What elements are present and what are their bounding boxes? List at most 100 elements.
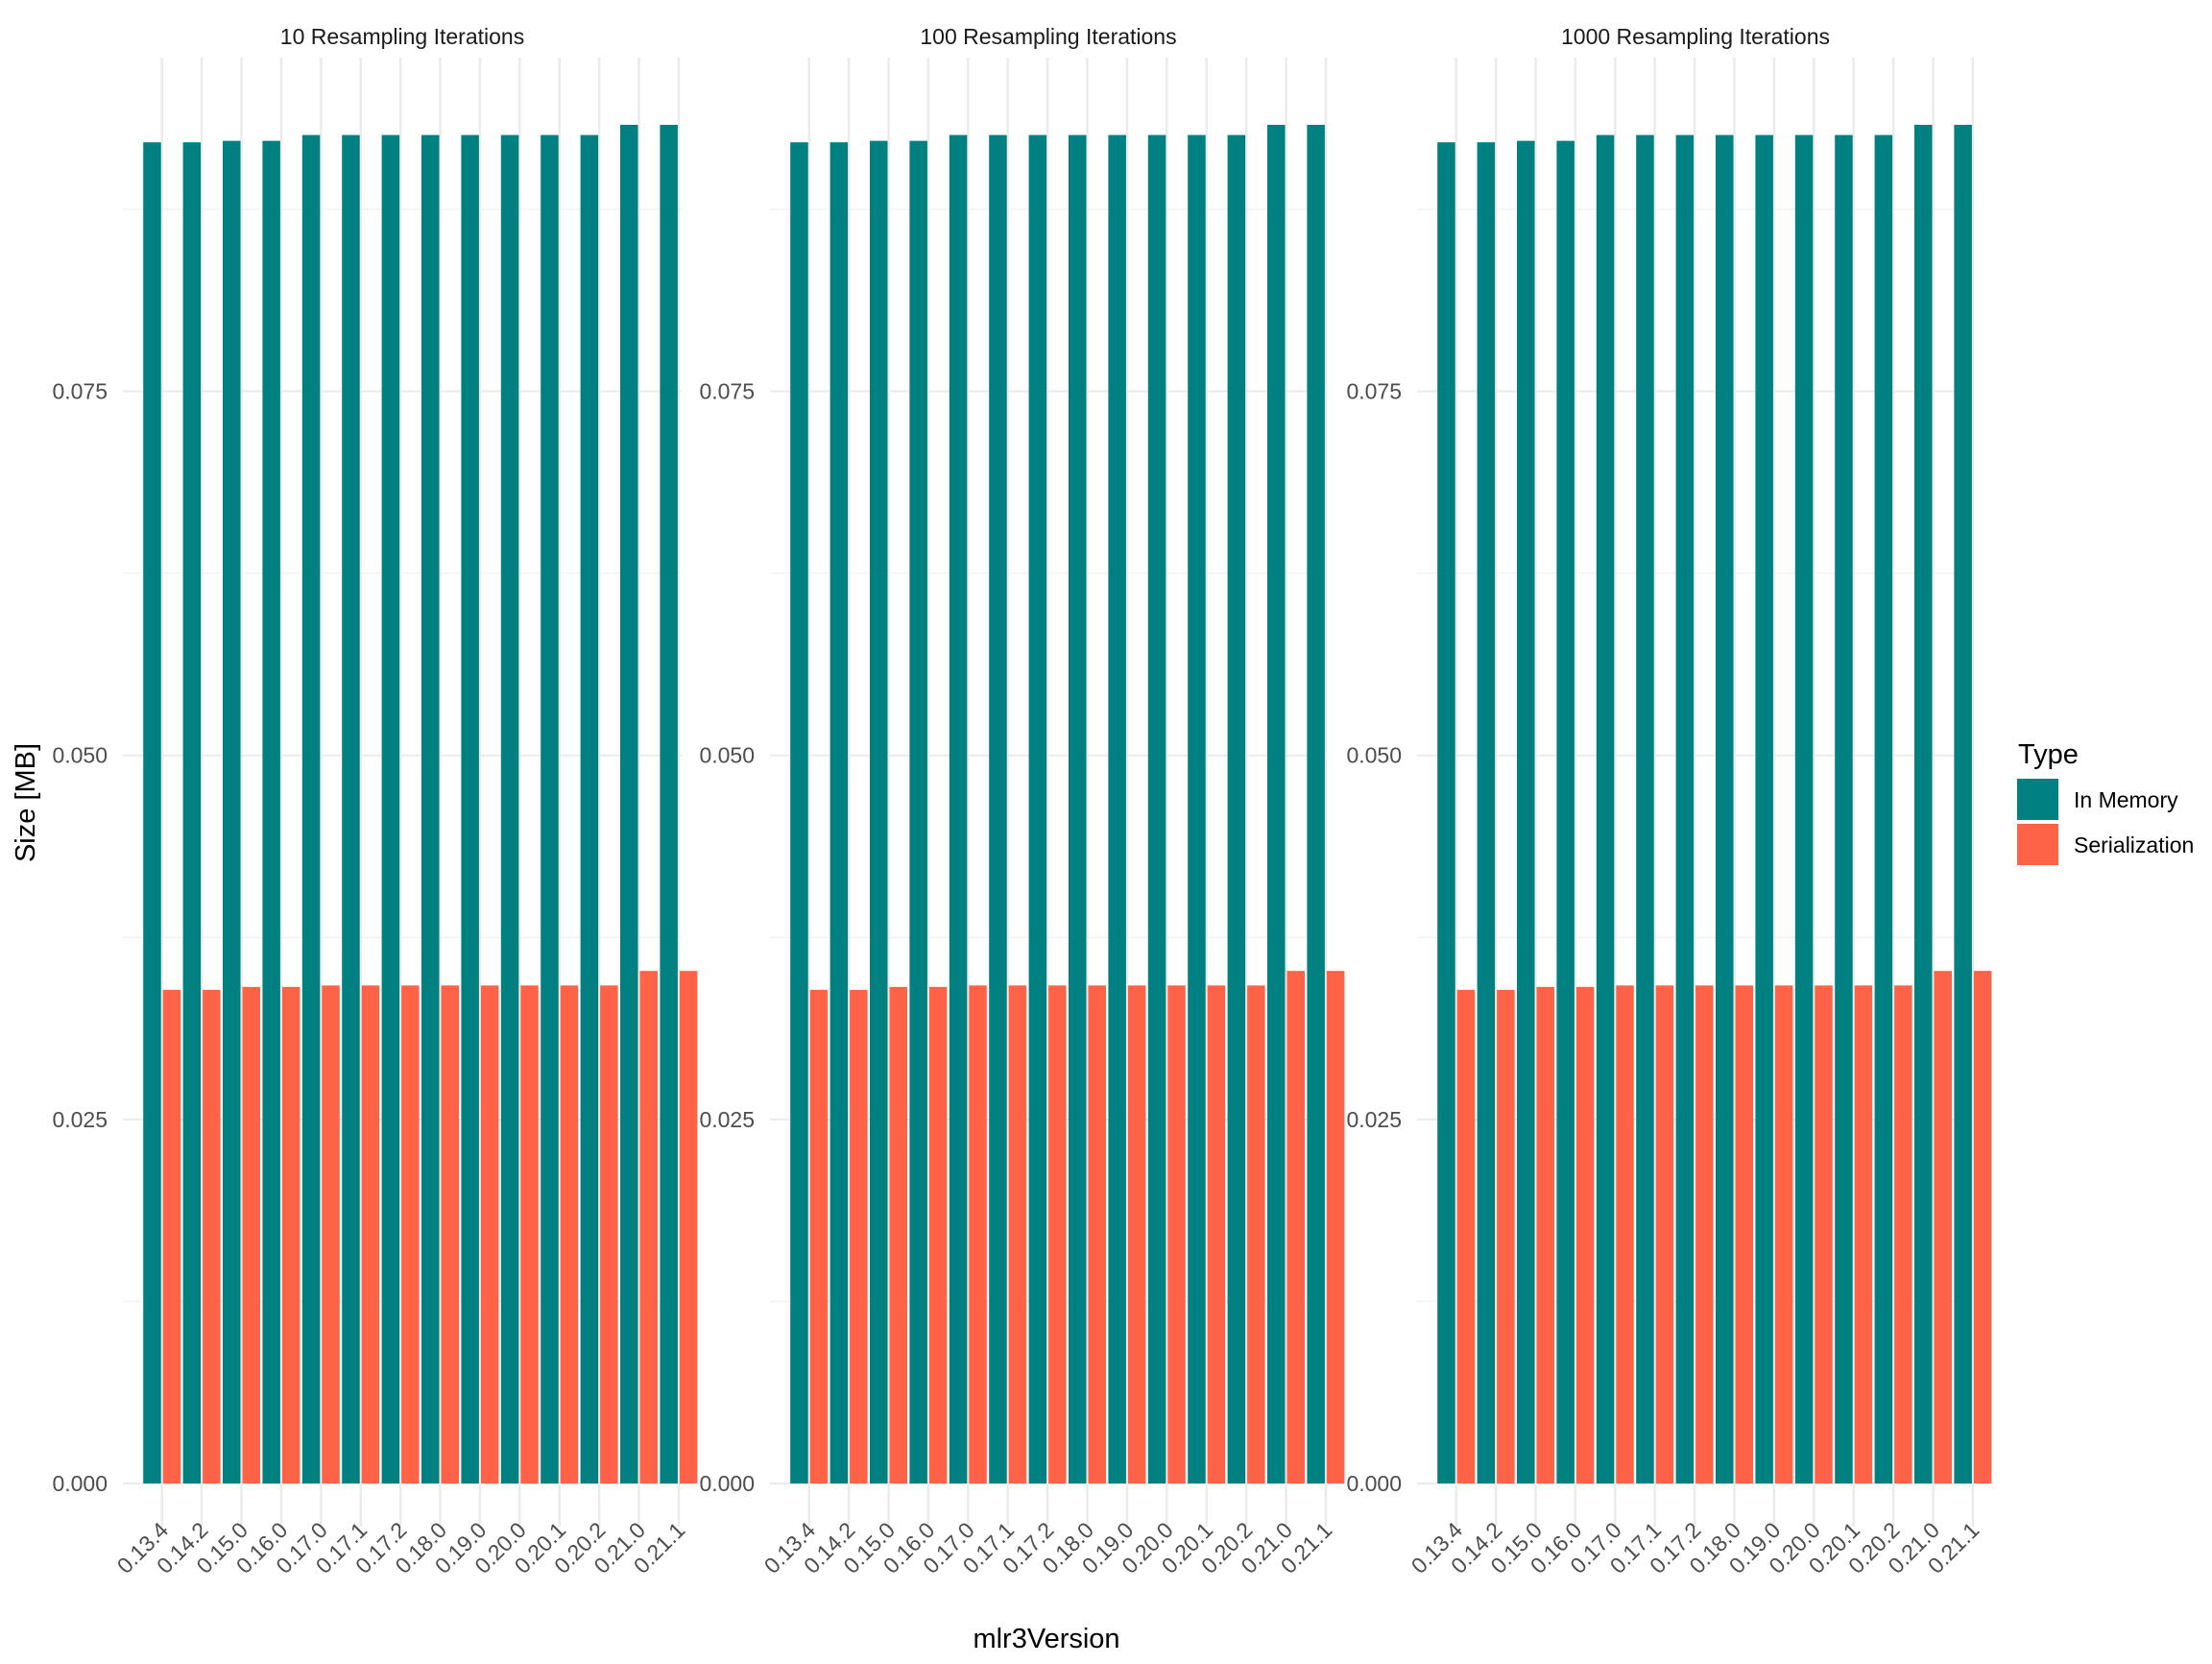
bar-serialization: [1934, 971, 1952, 1483]
bar-serialization: [809, 989, 829, 1483]
bar-in-memory: [1794, 134, 1814, 1483]
bar-serialization: [1127, 985, 1146, 1483]
bar-in-memory: [421, 134, 440, 1483]
y-tick-label: 0.075: [1346, 379, 1402, 404]
bar-serialization: [1536, 986, 1554, 1483]
bar-in-memory: [143, 142, 161, 1484]
y-tick-label: 0.000: [52, 1471, 108, 1496]
bar-in-memory: [949, 134, 968, 1483]
bar-serialization: [1456, 989, 1476, 1483]
bar-in-memory: [830, 142, 849, 1484]
y-tick-label: 0.025: [699, 1107, 755, 1132]
bar-serialization: [1575, 986, 1595, 1483]
facet-panels: 10 Resampling Iterations 0.000 0.025 0.050 0…: [52, 24, 1992, 1579]
bar-in-memory: [1437, 142, 1455, 1484]
y-tick-label: 0.000: [1346, 1471, 1402, 1496]
bar-in-memory: [1477, 142, 1496, 1484]
bar-serialization: [520, 985, 539, 1483]
bar-serialization: [1616, 985, 1634, 1483]
bar-in-memory: [1675, 134, 1695, 1483]
bar-serialization: [969, 985, 987, 1483]
bar-serialization: [1286, 971, 1305, 1483]
bar-serialization: [1735, 985, 1753, 1483]
bar-serialization: [1854, 985, 1873, 1483]
bar-in-memory: [1227, 134, 1246, 1483]
bar-serialization: [600, 985, 618, 1483]
y-tick-label: 0.050: [1346, 743, 1402, 768]
bar-in-memory: [1147, 134, 1166, 1483]
bar-in-memory: [989, 134, 1007, 1483]
bar-in-memory: [1267, 125, 1286, 1483]
bar-in-memory: [1874, 134, 1893, 1483]
legend-label: In Memory: [2074, 787, 2178, 812]
bar-in-memory: [1835, 134, 1853, 1483]
bar-serialization: [1207, 985, 1226, 1483]
bar-serialization: [1815, 985, 1833, 1483]
bar-in-memory: [1636, 134, 1654, 1483]
facet-title: 100 Resampling Iterations: [920, 24, 1176, 49]
bar-serialization: [203, 989, 221, 1483]
bar-in-memory: [1716, 134, 1734, 1483]
bar-serialization: [322, 985, 340, 1483]
y-tick-label: 0.050: [699, 743, 755, 768]
y-tick-label: 0.050: [52, 743, 108, 768]
legend-label: Serialization: [2074, 832, 2194, 857]
bar-serialization: [850, 989, 868, 1483]
y-tick-label: 0.025: [1346, 1107, 1402, 1132]
bar-serialization: [162, 989, 181, 1483]
bar-serialization: [1655, 985, 1674, 1483]
bar-in-memory: [500, 134, 519, 1483]
facet-title: 1000 Resampling Iterations: [1561, 24, 1830, 49]
bar-serialization: [639, 971, 658, 1483]
y-tick-label: 0.000: [699, 1471, 755, 1496]
bar-in-memory: [1914, 125, 1933, 1483]
bar-serialization: [1774, 985, 1793, 1483]
bar-serialization: [889, 986, 907, 1483]
bar-serialization: [1247, 985, 1265, 1483]
bar-serialization: [560, 985, 579, 1483]
bar-in-memory: [301, 134, 321, 1483]
bar-in-memory: [182, 142, 202, 1484]
bar-serialization: [1326, 971, 1345, 1483]
bar-serialization: [679, 971, 698, 1483]
bar-in-memory: [342, 134, 360, 1483]
bar-in-memory: [262, 140, 280, 1483]
bar-in-memory: [660, 125, 678, 1483]
bar-in-memory: [909, 140, 927, 1483]
facet-panel: 10 Resampling Iterations 0.000 0.025 0.050 0…: [52, 24, 698, 1579]
facet-panel: 100 Resampling Iterations 0.000 0.025 0.050…: [699, 24, 1345, 1579]
bar-in-memory: [381, 134, 400, 1483]
bar-serialization: [401, 985, 420, 1483]
bar-serialization: [1167, 985, 1186, 1483]
y-tick-label: 0.075: [699, 379, 755, 404]
bar-serialization: [1088, 985, 1106, 1483]
bar-in-memory: [1596, 134, 1615, 1483]
bar-serialization: [1008, 985, 1027, 1483]
bar-serialization: [1973, 971, 1992, 1483]
bar-in-memory: [223, 140, 241, 1483]
x-axis-title: mlr3Version: [973, 1624, 1119, 1654]
bar-serialization: [1497, 989, 1515, 1483]
y-axis-title: Size [MB]: [11, 743, 41, 862]
bar-in-memory: [1188, 134, 1206, 1483]
bar-serialization: [1894, 985, 1912, 1483]
bar-in-memory: [1556, 140, 1575, 1483]
bar-serialization: [928, 986, 948, 1483]
bar-in-memory: [1028, 134, 1047, 1483]
bar-in-memory: [461, 134, 479, 1483]
bar-in-memory: [1069, 134, 1087, 1483]
legend-key-serialization: [2017, 824, 2058, 865]
bar-in-memory: [790, 142, 808, 1484]
legend: Type In Memory Serialization: [2017, 739, 2194, 865]
facet-panel: 1000 Resampling Iterations 0.000 0.025 0.05…: [1346, 24, 1992, 1579]
bar-in-memory: [1755, 134, 1773, 1483]
legend-key-in-memory: [2017, 779, 2058, 820]
bar-serialization: [1695, 985, 1714, 1483]
bar-serialization: [242, 986, 260, 1483]
bar-in-memory: [870, 140, 888, 1483]
bar-serialization: [441, 985, 459, 1483]
legend-title: Type: [2018, 739, 2079, 770]
bar-serialization: [480, 985, 499, 1483]
bar-in-memory: [580, 134, 599, 1483]
